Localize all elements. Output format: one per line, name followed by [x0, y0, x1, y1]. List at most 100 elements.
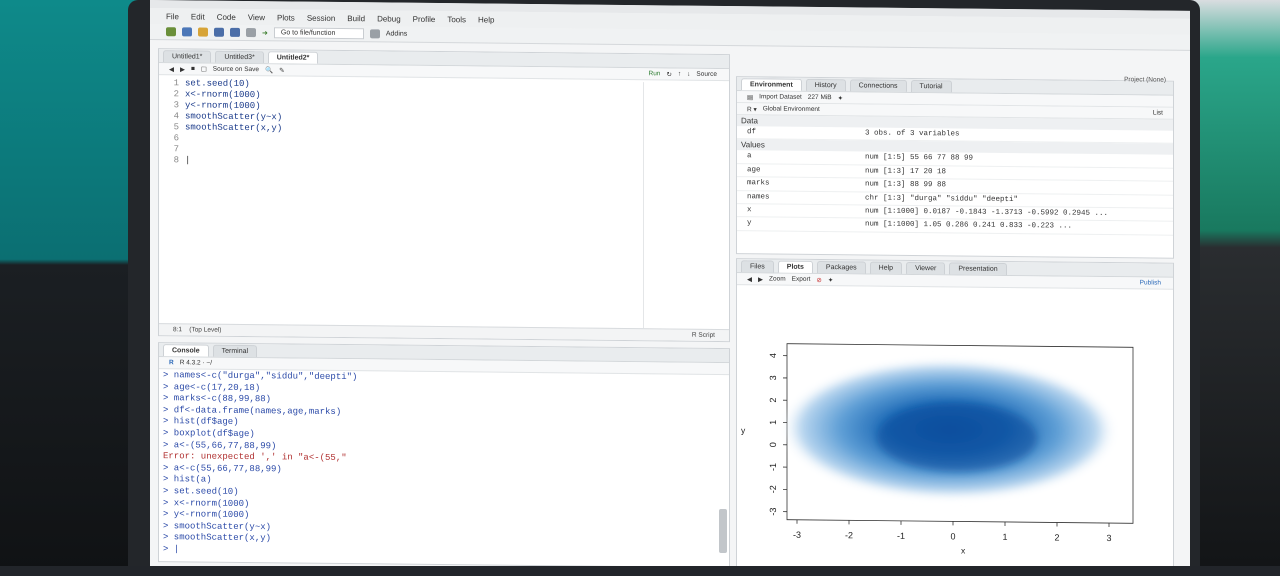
memory-usage[interactable]: 227 MiB	[807, 93, 832, 102]
broom-icon[interactable]: ✦	[837, 94, 844, 102]
open-project-icon[interactable]	[182, 27, 192, 37]
menu-file[interactable]: File	[166, 11, 179, 21]
source-on-save-label: Source on Save	[212, 65, 260, 74]
project-menu[interactable]: Project (None)	[1124, 76, 1166, 84]
density-core	[877, 403, 1037, 472]
language-selector[interactable]: R ▾	[747, 105, 757, 113]
save-icon[interactable]: ■	[191, 65, 195, 73]
menu-session[interactable]: Session	[306, 13, 336, 23]
tab-packages[interactable]: Packages	[816, 260, 866, 274]
menu-code[interactable]: Code	[216, 12, 236, 22]
source-on-save-checkbox[interactable]: ☐	[200, 66, 207, 74]
remove-plot-icon[interactable]: ⊘	[816, 276, 822, 284]
tab-terminal[interactable]: Terminal	[212, 344, 258, 358]
y-tick-label: 2	[768, 398, 778, 403]
save-icon[interactable]	[214, 27, 224, 37]
grid-icon[interactable]	[369, 29, 380, 39]
menu-help[interactable]: Help	[478, 14, 495, 25]
addins-button[interactable]: Addins	[385, 30, 408, 38]
plot-area: -3 -2 -1 0 1 2 3 -3 -2 -1 0 1 2 3 4 x y	[737, 285, 1173, 572]
y-tick-label: 0	[768, 442, 778, 447]
x-axis-label: x	[961, 545, 966, 556]
tab-console[interactable]: Console	[163, 344, 209, 357]
source-button[interactable]: Source	[696, 70, 717, 78]
x-tick-label: -2	[845, 530, 853, 540]
search-icon[interactable]: 🔍	[265, 66, 274, 74]
x-tick-label: 3	[1106, 533, 1111, 543]
menu-build[interactable]: Build	[347, 13, 366, 23]
list-view-toggle[interactable]: List	[1152, 109, 1163, 117]
smoothscatter-plot: -3 -2 -1 0 1 2 3 -3 -2 -1 0 1 2 3 4	[768, 343, 1134, 543]
prev-plot-icon[interactable]: ◀	[747, 275, 752, 283]
back-arrow-icon[interactable]: ◀	[169, 65, 174, 73]
goto-arrow-icon: ➜	[262, 29, 268, 37]
tab-presentation[interactable]: Presentation	[949, 262, 1007, 275]
y-tick-label: -1	[768, 463, 778, 471]
x-tick-label: 0	[950, 531, 955, 541]
editor-panel: Untitled1* Untitled3* Untitled2* ◀ ▶ ■ ☐…	[158, 48, 730, 343]
next-plot-icon[interactable]: ▶	[758, 275, 763, 283]
tab-help[interactable]: Help	[869, 261, 903, 274]
environment-panel: Environment History Connections Tutorial…	[736, 76, 1174, 259]
tab-untitled1[interactable]: Untitled1*	[163, 50, 212, 63]
tab-plots[interactable]: Plots	[777, 260, 813, 273]
tab-history[interactable]: History	[805, 78, 846, 92]
tab-environment[interactable]: Environment	[741, 78, 802, 91]
x-tick-label: -1	[897, 531, 905, 541]
plots-panel: Files Plots Packages Help Viewer Present…	[736, 258, 1174, 573]
y-tick-label: 1	[768, 420, 778, 425]
rerun-icon[interactable]: ↻	[666, 70, 672, 78]
up-arrow-icon[interactable]: ↑	[677, 70, 682, 78]
y-tick-label: -2	[768, 485, 778, 493]
print-icon[interactable]	[246, 28, 256, 38]
down-arrow-icon[interactable]: ↓	[687, 70, 691, 78]
r-version: R 4.3.2 · ~/	[179, 359, 213, 367]
clear-plots-icon[interactable]: ✦	[827, 276, 834, 284]
publish-button[interactable]: Publish	[1139, 279, 1161, 287]
rstudio-window: File Edit Code View Plots Session Build …	[150, 0, 1190, 576]
load-workspace-icon[interactable]: ▤	[747, 93, 754, 101]
tab-files[interactable]: Files	[741, 260, 774, 273]
tab-untitled2[interactable]: Untitled2*	[267, 51, 319, 64]
open-file-icon[interactable]	[198, 27, 208, 37]
global-env-selector[interactable]: Global Environment	[762, 105, 820, 114]
x-tick-label: 1	[1002, 532, 1007, 542]
save-all-icon[interactable]	[230, 27, 240, 37]
r-logo-icon: R	[169, 359, 174, 367]
x-tick-label: 2	[1054, 532, 1059, 542]
run-button[interactable]: Run	[648, 70, 661, 78]
x-tick-label: -3	[793, 530, 801, 540]
y-axis-ticks: -3 -2 -1 0 1 2 3 4	[768, 353, 787, 516]
tab-untitled3[interactable]: Untitled3*	[215, 50, 264, 64]
y-tick-label: -3	[768, 507, 778, 515]
menu-profile[interactable]: Profile	[412, 14, 436, 24]
y-tick-label: 4	[768, 353, 778, 358]
new-file-icon[interactable]	[166, 27, 176, 37]
taskbar-edge	[0, 566, 1280, 576]
menu-debug[interactable]: Debug	[377, 13, 401, 24]
tab-connections[interactable]: Connections	[849, 79, 907, 92]
tab-tutorial[interactable]: Tutorial	[910, 79, 952, 93]
menu-tools[interactable]: Tools	[447, 14, 467, 24]
file-type-selector[interactable]: R Script	[691, 331, 715, 339]
scope-selector[interactable]: (Top Level)	[189, 326, 222, 334]
console-scrollbar[interactable]	[719, 508, 727, 554]
menu-edit[interactable]: Edit	[190, 11, 205, 22]
y-tick-label: 3	[768, 375, 778, 380]
goto-file-input[interactable]: Go to file/function	[273, 27, 364, 40]
cursor-position: 8:1	[173, 326, 183, 334]
menu-plots[interactable]: Plots	[277, 12, 295, 23]
zoom-button[interactable]: Zoom	[769, 275, 786, 283]
background-left	[0, 0, 140, 576]
tab-viewer[interactable]: Viewer	[906, 261, 946, 275]
x-axis-ticks: -3 -2 -1 0 1 2 3	[793, 519, 1112, 543]
console-panel: Console Terminal R R 4.3.2 · ~/ > names<…	[158, 342, 730, 569]
export-button[interactable]: Export	[791, 275, 811, 283]
wand-icon[interactable]: ✎	[279, 66, 285, 74]
menu-view[interactable]: View	[247, 12, 266, 22]
import-dataset-button[interactable]: Import Dataset	[759, 93, 802, 101]
y-axis-label: y	[741, 425, 746, 436]
forward-arrow-icon[interactable]: ▶	[180, 65, 185, 73]
margin-line	[643, 82, 644, 329]
console-output[interactable]: > names<-c("durga","siddu","deepti") > a…	[159, 369, 729, 561]
